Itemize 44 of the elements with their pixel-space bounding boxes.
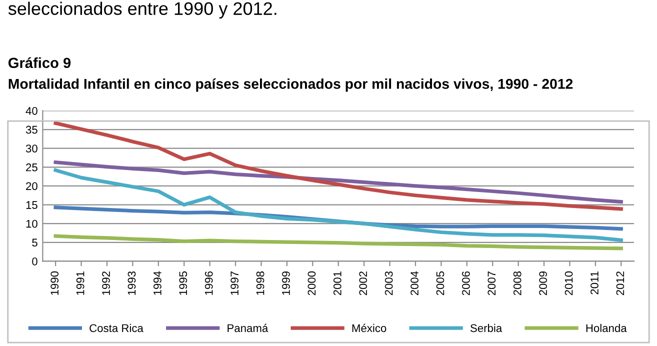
x-tick-label: 2010 xyxy=(564,271,573,296)
x-tick-label: 1993 xyxy=(128,271,136,295)
y-tick-label: 40 xyxy=(26,106,38,115)
x-tick-label: 2012 xyxy=(616,272,624,296)
y-tick-label: 25 xyxy=(26,163,38,172)
x-tick-label: 1991 xyxy=(76,271,84,295)
line-series xyxy=(54,160,623,204)
x-tick-label: 2004 xyxy=(410,271,418,296)
legend-label: Serbia xyxy=(470,324,502,332)
legend-label: México xyxy=(352,324,386,332)
y-tick-label: 0 xyxy=(32,257,38,266)
x-tick-label: 1995 xyxy=(179,271,188,295)
x-tick-label: 2008 xyxy=(513,271,522,296)
y-tick-label: 20 xyxy=(26,182,38,190)
y-tick-label: 5 xyxy=(32,238,38,247)
legend-label: Panamá xyxy=(228,324,268,332)
x-tick-label: 1994 xyxy=(154,271,162,295)
x-tick-label: 2009 xyxy=(539,271,548,296)
x-tick-label: 2002 xyxy=(359,272,368,296)
line-series xyxy=(54,121,623,211)
line-series xyxy=(54,168,623,242)
line-series xyxy=(54,234,623,250)
text: seleccionados entre 1990 y 2012. xyxy=(8,2,276,19)
x-tick-label: 2003 xyxy=(384,271,393,296)
x-tick-label: 2006 xyxy=(462,271,470,296)
x-tick-label: 2001 xyxy=(333,271,342,296)
y-tick-label: 30 xyxy=(26,144,38,152)
x-tick-label: 2007 xyxy=(488,272,496,296)
y-tick-label: 10 xyxy=(26,220,38,228)
legend-label: Costa Rica xyxy=(90,324,144,332)
x-tick-label: 1999 xyxy=(282,271,290,295)
x-tick-label: 2005 xyxy=(436,271,444,296)
y-tick-label: 35 xyxy=(26,126,38,134)
x-tick-label: 1998 xyxy=(256,271,264,295)
x-tick-label: 2000 xyxy=(308,271,316,296)
x-tick-label: 1990 xyxy=(50,271,59,295)
y-tick-label: 15 xyxy=(26,201,38,209)
chart-title: Mortalidad Infantil en cinco países seleccionados por mil nacidos vivos, 1990 - 2012 xyxy=(8,78,573,92)
chart-subtitle: Gráfico 9 xyxy=(8,57,71,68)
x-tick-label: 1992 xyxy=(102,272,110,295)
x-tick-label: 2011 xyxy=(590,271,598,294)
legend-label: Holanda xyxy=(586,324,627,332)
x-tick-label: 1996 xyxy=(204,271,213,295)
x-tick-label: 1997 xyxy=(230,272,239,295)
